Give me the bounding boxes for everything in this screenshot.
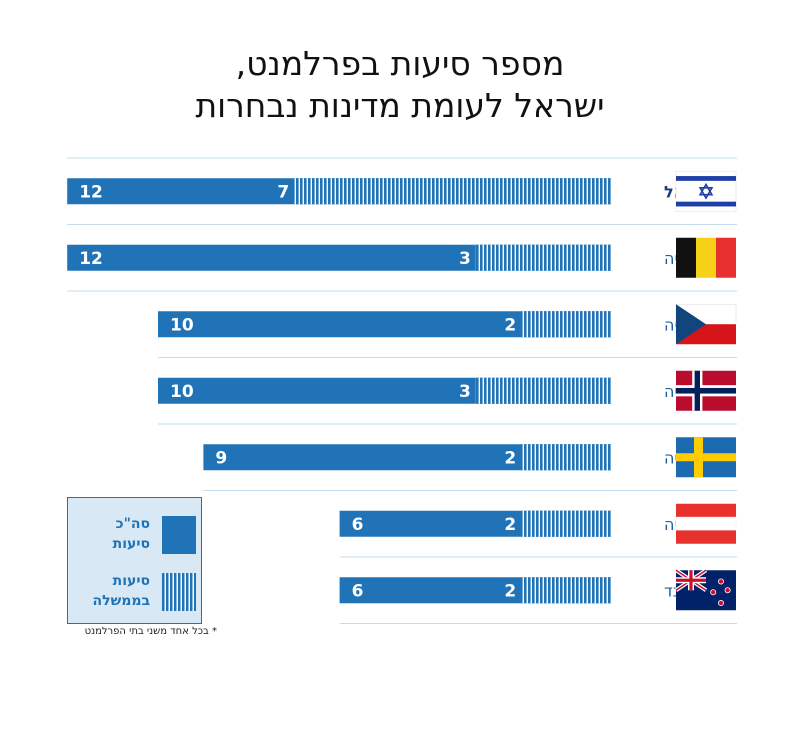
data-label-total: 10	[170, 315, 194, 335]
data-label-government: 2	[504, 581, 516, 601]
belgium-flag-icon	[676, 237, 736, 278]
data-label-government: 3	[459, 382, 471, 402]
sweden-flag-icon	[676, 437, 736, 478]
israel-flag-icon	[675, 171, 737, 212]
legend-total-label-line2: סיעות	[112, 536, 150, 552]
data-label-government: 2	[504, 315, 516, 335]
chart-row: 62אוסטריה	[339, 503, 737, 558]
bar-government	[521, 510, 612, 537]
data-label-government: 7	[277, 182, 289, 202]
chart-row: 102צ'כיה	[158, 304, 737, 358]
chart-row: 92שוודיה	[203, 437, 737, 491]
bar-government	[294, 178, 612, 205]
chart-title-line2: ישראל לעומת מדינות נבחרות	[195, 86, 605, 125]
data-label-total: 6	[352, 515, 364, 535]
data-label-total: 12	[79, 182, 103, 202]
footnote: * בכל אחד משני בתי הפרלמנט	[84, 626, 217, 637]
legend-gov-label-line2: בממשלה	[92, 593, 150, 609]
data-label-government: 3	[459, 249, 471, 269]
bar-government	[521, 444, 612, 471]
legend-total-swatch	[162, 516, 196, 554]
data-label-total: 12	[79, 249, 103, 269]
legend-gov-swatch	[162, 573, 196, 611]
chart-row: 123בלגיה	[67, 237, 737, 292]
data-label-total: 9	[215, 448, 227, 468]
bar-government	[475, 244, 612, 271]
data-label-total: 6	[352, 581, 364, 601]
bar-government	[475, 377, 612, 404]
czech-flag-icon	[675, 304, 737, 345]
chart-title-line1: מספר סיעות בפרלמנט,	[235, 44, 565, 83]
data-label-government: 2	[504, 448, 516, 468]
chart-row: 62ניו זילנד	[339, 568, 737, 624]
legend-gov-label-line1: סיעות	[112, 573, 150, 589]
data-label-total: 10	[170, 382, 194, 402]
chart-row: 103נורבגיה	[158, 370, 737, 425]
norway-flag-icon	[676, 370, 736, 411]
new-zealand-flag-icon	[674, 568, 736, 611]
bar-government	[521, 577, 612, 604]
legend-total-label-line1: סה"כ	[115, 516, 150, 532]
legend: סה"כ סיעות סיעות בממשלה	[67, 497, 202, 624]
chart-row: 127ישראל	[67, 171, 737, 225]
austria-flag-icon	[675, 503, 737, 544]
bar-government	[521, 311, 612, 338]
data-label-government: 2	[504, 515, 516, 535]
